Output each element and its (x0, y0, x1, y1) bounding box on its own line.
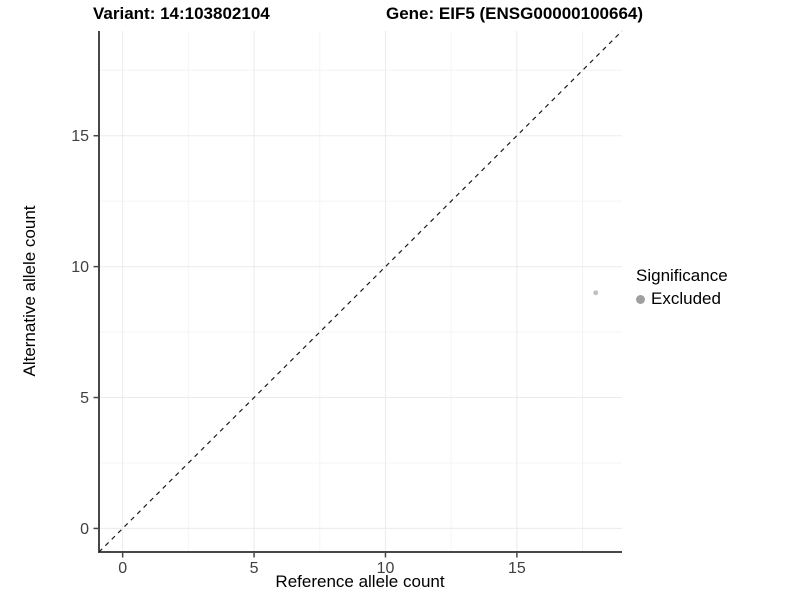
y-axis-title: Alternative allele count (20, 205, 39, 377)
y-tick-label: 15 (71, 128, 89, 145)
variant-title: Variant: 14:103802104 (93, 4, 270, 23)
x-axis-title: Reference allele count (275, 572, 445, 591)
data-point (593, 290, 599, 296)
x-tick-label: 10 (377, 560, 395, 577)
y-tick-label: 5 (80, 390, 89, 407)
x-tick-label: 5 (250, 560, 259, 577)
identity-line (98, 30, 623, 553)
gene-title: Gene: EIF5 (ENSG00000100664) (386, 4, 644, 23)
x-tick-label: 15 (508, 560, 526, 577)
x-tick-label: 0 (118, 560, 127, 577)
legend-title: Significance (636, 266, 728, 285)
y-tick-label: 0 (80, 521, 89, 538)
legend-point-icon (636, 294, 645, 304)
legend-item-label: Excluded (651, 289, 721, 308)
legend-item-excluded: Excluded (636, 289, 728, 309)
y-tick-label: 10 (71, 259, 89, 276)
legend: Significance Excluded (636, 266, 728, 309)
